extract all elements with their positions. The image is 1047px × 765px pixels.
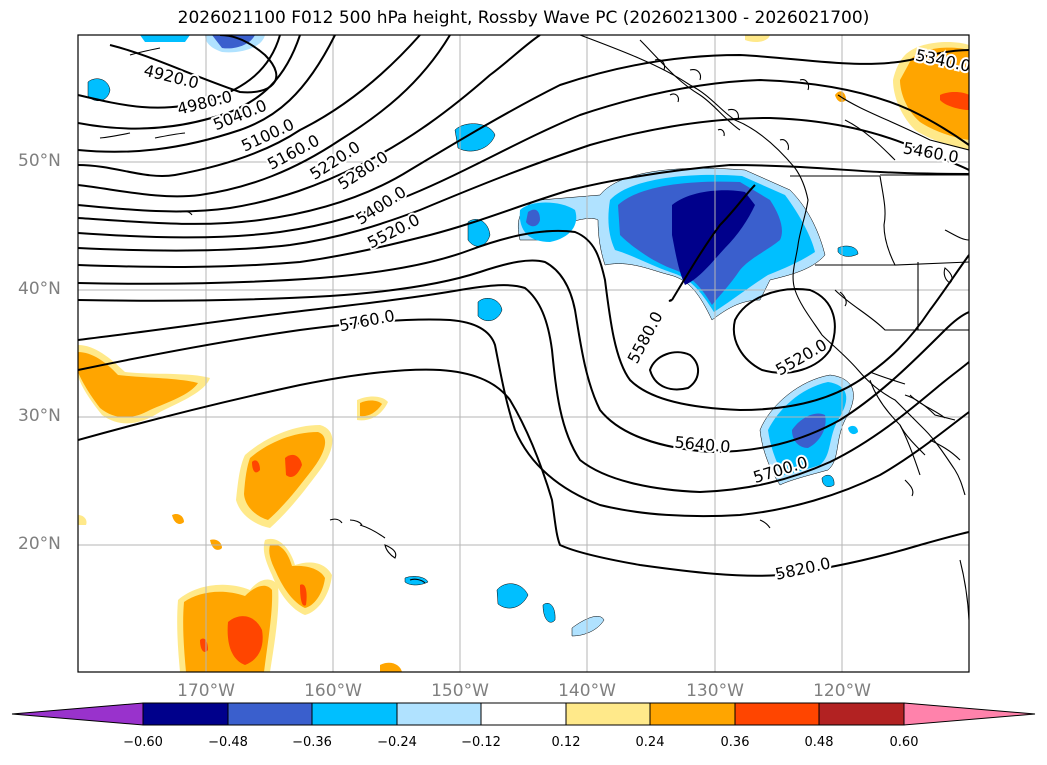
contour-5460 xyxy=(78,116,969,252)
contour-5580-west xyxy=(78,229,969,412)
contour-5520-closed xyxy=(732,288,836,374)
contour-4980 xyxy=(78,35,281,109)
contour-5760 xyxy=(78,318,969,518)
contour-5340 xyxy=(78,49,969,225)
contour-label: 5640.0 xyxy=(674,433,731,457)
colorbar-bin xyxy=(649,702,736,726)
contour-5520 xyxy=(78,163,969,268)
contour-5040 xyxy=(78,35,301,130)
colorbar-tick-label: 0.24 xyxy=(635,735,665,750)
lat-label: 50°N xyxy=(18,151,61,171)
contour-5280 xyxy=(78,35,541,213)
chart-title: 2026021100 F012 500 hPa height, Rossby W… xyxy=(177,8,870,28)
colorbar-tick-label: −0.48 xyxy=(208,735,248,750)
colorbar-extend-high xyxy=(903,702,1036,726)
lat-label: 20°N xyxy=(18,534,61,554)
contour-4920 xyxy=(109,35,278,94)
contour-5400 xyxy=(78,78,969,239)
colorbar-tick-label: 0.60 xyxy=(889,735,919,750)
colorbar-tick-label: −0.60 xyxy=(123,735,163,750)
lon-label: 150°W xyxy=(431,681,489,701)
lat-label: 30°N xyxy=(18,406,61,426)
colorbar-tick-label: −0.36 xyxy=(292,735,332,750)
colorbar-tick-label: 0.12 xyxy=(551,735,581,750)
coastlines xyxy=(99,35,969,621)
colorbar-extend-low xyxy=(11,702,144,726)
contour-5160 xyxy=(78,35,421,177)
lon-label: 140°W xyxy=(558,681,616,701)
colorbar-bin xyxy=(227,702,313,726)
colorbar-tick-label: 0.48 xyxy=(804,735,834,750)
map-area: 4920.0 4980.0 5040.0 5100.0 5160.0 5220.… xyxy=(78,35,969,672)
colorbar-tick-label: −0.12 xyxy=(461,735,501,750)
colorbar-bin xyxy=(311,702,398,726)
contour-5700 xyxy=(78,284,969,494)
contour-5580-closed xyxy=(648,351,699,391)
contour-5220 xyxy=(78,35,451,198)
shading-layer xyxy=(78,35,969,672)
lon-label: 130°W xyxy=(686,681,744,701)
colorbar-tick-label: 0.36 xyxy=(720,735,750,750)
colorbar xyxy=(11,702,1036,726)
colorbar-bin xyxy=(142,702,229,726)
colorbar-tick-label: −0.24 xyxy=(377,735,417,750)
colorbar-bin xyxy=(818,702,905,726)
colorbar-bin xyxy=(734,702,820,726)
lon-label: 170°W xyxy=(177,681,235,701)
lon-label: 160°W xyxy=(304,681,362,701)
contour-5580-trough xyxy=(668,184,756,302)
contour-5100 xyxy=(78,35,336,153)
colorbar-bin xyxy=(480,702,567,726)
contour-5820 xyxy=(78,368,969,577)
height-contours xyxy=(78,35,969,577)
lat-label: 40°N xyxy=(18,279,61,299)
contour-5640 xyxy=(78,259,969,454)
colorbar-bin xyxy=(396,702,482,726)
gridlines xyxy=(78,35,969,672)
lon-label: 120°W xyxy=(813,681,871,701)
colorbar-bin xyxy=(565,702,651,726)
map-frame xyxy=(77,34,970,673)
